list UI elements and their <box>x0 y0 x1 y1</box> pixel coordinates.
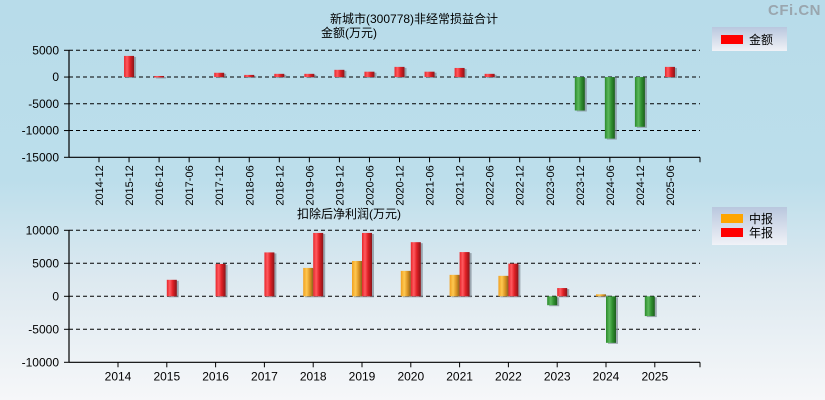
bar <box>400 270 411 297</box>
bar <box>244 74 255 78</box>
bar-shadow <box>598 295 608 298</box>
legend-swatch <box>721 213 743 223</box>
x-tick-label: 2025 <box>641 369 668 383</box>
x-tick-label: 2023-06 <box>545 165 557 205</box>
bar <box>498 275 509 297</box>
bar <box>449 274 460 297</box>
bar <box>574 77 585 111</box>
bar <box>166 279 177 297</box>
chart1-title: 新城市(300778)非经常损益合计 <box>330 12 499 26</box>
bar <box>304 73 315 78</box>
x-tick-label: 2022-06 <box>485 165 497 205</box>
bar <box>664 66 675 78</box>
y-tick-label: -10000 <box>22 355 60 369</box>
y-tick-label: -15000 <box>22 150 60 164</box>
bar <box>124 55 135 78</box>
x-tick-label: 2020-12 <box>395 165 407 205</box>
x-tick-label: 2017 <box>251 369 278 383</box>
x-tick-label: 2015 <box>153 369 180 383</box>
bar <box>606 296 616 343</box>
bar <box>313 232 324 297</box>
bar <box>274 73 285 78</box>
y-tick-label: 0 <box>52 289 59 303</box>
bar <box>604 77 615 139</box>
bar <box>364 71 375 78</box>
bar <box>352 260 362 297</box>
bar <box>410 242 421 297</box>
x-tick-label: 2015-12 <box>124 165 136 205</box>
legend-swatch <box>721 227 743 237</box>
chart1-legend: 金额 <box>712 27 787 51</box>
bar <box>303 267 314 297</box>
legend-item-interim: 中报 <box>721 211 787 226</box>
x-tick-label: 2017-12 <box>214 165 226 205</box>
x-tick-label: 2023-12 <box>575 165 587 205</box>
bar-shadow <box>156 76 167 79</box>
x-tick-label: 2019 <box>349 369 376 383</box>
x-tick-label: 2014-12 <box>94 165 106 205</box>
x-tick-label: 2020-06 <box>364 165 376 205</box>
bar <box>334 69 345 78</box>
x-tick-label: 2024-12 <box>635 165 647 205</box>
x-tick-label: 2017-06 <box>184 165 196 205</box>
x-tick-label: 2018-12 <box>274 165 286 205</box>
x-tick-label: 2021-12 <box>455 165 467 205</box>
x-tick-label: 2014 <box>105 369 132 383</box>
legend-label: 金额 <box>749 32 774 47</box>
y-tick-label: 0 <box>52 70 59 84</box>
y-tick-label: 5000 <box>32 43 59 57</box>
x-tick-label: 2024 <box>593 369 620 383</box>
bar <box>214 72 225 78</box>
y-tick-label: -10000 <box>22 124 60 138</box>
bar <box>154 75 165 78</box>
bar <box>264 252 275 297</box>
x-tick-label: 2020 <box>397 369 424 383</box>
legend-swatch <box>721 34 743 44</box>
x-tick-label: 2018 <box>300 369 327 383</box>
x-tick-label: 2019-12 <box>334 165 346 205</box>
bar <box>362 232 372 297</box>
bar <box>547 296 558 306</box>
x-tick-label: 2018-06 <box>244 165 256 205</box>
bar <box>557 288 568 297</box>
x-tick-label: 2021 <box>446 369 473 383</box>
x-tick-label: 2024-06 <box>605 165 617 205</box>
y-tick-label: -5000 <box>28 322 59 336</box>
bar <box>596 294 606 297</box>
bar <box>644 296 655 317</box>
chart2-title: 扣除后净利润(万元) <box>297 207 401 221</box>
legend-label: 年报 <box>749 225 774 240</box>
chart1-subtitle: 金额(万元) <box>321 26 377 40</box>
x-tick-label: 2021-06 <box>425 165 437 205</box>
bar <box>424 71 435 78</box>
x-tick-label: 2016-12 <box>154 165 166 205</box>
legend-item-amount: 金额 <box>721 32 787 47</box>
bar <box>484 73 495 78</box>
y-tick-label: 10000 <box>26 223 60 237</box>
chart2-legend: 中报 年报 <box>712 207 787 245</box>
x-tick-label: 2025-06 <box>665 165 677 205</box>
bar <box>215 263 226 297</box>
bar <box>454 67 465 78</box>
bar <box>459 252 470 297</box>
x-tick-label: 2022-12 <box>515 165 527 205</box>
legend-item-annual: 年报 <box>721 225 787 240</box>
watermark: CFi.CN <box>768 2 821 19</box>
x-tick-label: 2022 <box>495 369 522 383</box>
bar <box>634 77 645 127</box>
legend-label: 中报 <box>749 211 774 226</box>
x-tick-label: 2023 <box>544 369 571 383</box>
y-tick-label: 5000 <box>32 256 59 270</box>
bar <box>394 66 405 78</box>
bar <box>508 263 519 297</box>
x-tick-label: 2016 <box>202 369 229 383</box>
y-tick-label: -5000 <box>28 97 59 111</box>
x-tick-label: 2019-06 <box>304 165 316 205</box>
